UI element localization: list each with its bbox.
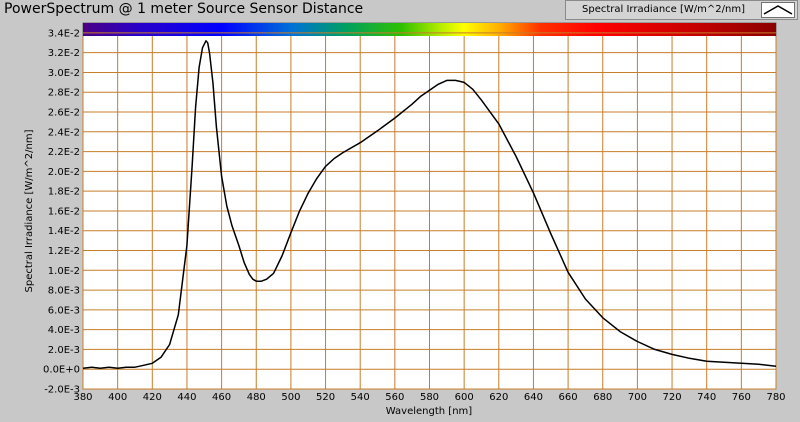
x-tick-label: 620: [489, 392, 508, 403]
x-tick-label: 680: [593, 392, 612, 403]
y-tick-label: 6.0E-3: [48, 305, 80, 316]
y-tick-label: 8.0E-3: [48, 286, 80, 297]
y-tick-label: 3.2E-2: [48, 48, 80, 59]
y-tick-label: 2.2E-2: [48, 147, 80, 158]
x-tick-label: 380: [73, 392, 92, 403]
x-tick-label: 500: [281, 392, 300, 403]
y-tick-label: -2.0E-3: [44, 385, 80, 396]
x-tick-label: 600: [455, 392, 474, 403]
x-tick-label: 740: [697, 392, 716, 403]
x-tick-label: 480: [247, 392, 266, 403]
y-tick-label: 3.4E-2: [48, 28, 80, 39]
y-tick-label: 0.0E+0: [43, 365, 80, 376]
x-tick-label: 540: [351, 392, 370, 403]
y-tick-label: 3.0E-2: [48, 68, 80, 79]
x-tick-label: 440: [177, 392, 196, 403]
series-layer: [82, 40, 777, 369]
chart-title: PowerSpectrum @ 1 meter Source Sensor Di…: [4, 1, 364, 17]
x-tick-label: 580: [420, 392, 439, 403]
x-tick-label: 560: [385, 392, 404, 403]
x-tick-label: 520: [316, 392, 335, 403]
x-tick-label: 720: [663, 392, 682, 403]
y-tick-label: 4.0E-3: [48, 325, 80, 336]
y-tick-label: 2.8E-2: [48, 88, 80, 99]
x-tick-labels: 380 400 420 440 460 480 500 520 540 560 580 600 620 6…: [73, 392, 785, 403]
y-tick-label: 1.6E-2: [48, 206, 80, 217]
y-tick-label: 2.0E-2: [48, 167, 80, 178]
spectrum-series-line: [82, 40, 777, 369]
x-tick-label: 420: [143, 392, 162, 403]
x-tick-label: 760: [732, 392, 751, 403]
peak-line-icon: [761, 2, 795, 18]
y-tick-label: 1.2E-2: [48, 246, 80, 257]
x-tick-label: 780: [766, 392, 785, 403]
y-tick-label: 1.8E-2: [48, 187, 80, 198]
y-tick-labels: -2.0E-3 0.0E+0 2.0E-3 4.0E-3 6.0E-3 8.0E-3 1.0…: [43, 28, 80, 395]
grid: [82, 32, 777, 390]
x-tick-label: 400: [108, 392, 127, 403]
y-axis-label: Spectral Irradiance [W/m^2/nm]: [24, 129, 35, 292]
x-tick-label: 660: [559, 392, 578, 403]
x-tick-label: 460: [212, 392, 231, 403]
y-tick-label: 2.6E-2: [48, 108, 80, 119]
legend-label: Spectral Irradiance [W/m^2/nm]: [582, 4, 745, 15]
y-tick-label: 1.4E-2: [48, 226, 80, 237]
x-tick-label: 700: [628, 392, 647, 403]
x-axis-label: Wavelength [nm]: [386, 406, 472, 417]
y-tick-label: 1.0E-2: [48, 266, 80, 277]
x-tick-label: 640: [524, 392, 543, 403]
y-tick-label: 2.4E-2: [48, 127, 80, 138]
y-tick-label: 2.0E-3: [48, 345, 80, 356]
legend[interactable]: Spectral Irradiance [W/m^2/nm]: [565, 0, 798, 20]
spectrum-color-bar: [83, 23, 776, 36]
